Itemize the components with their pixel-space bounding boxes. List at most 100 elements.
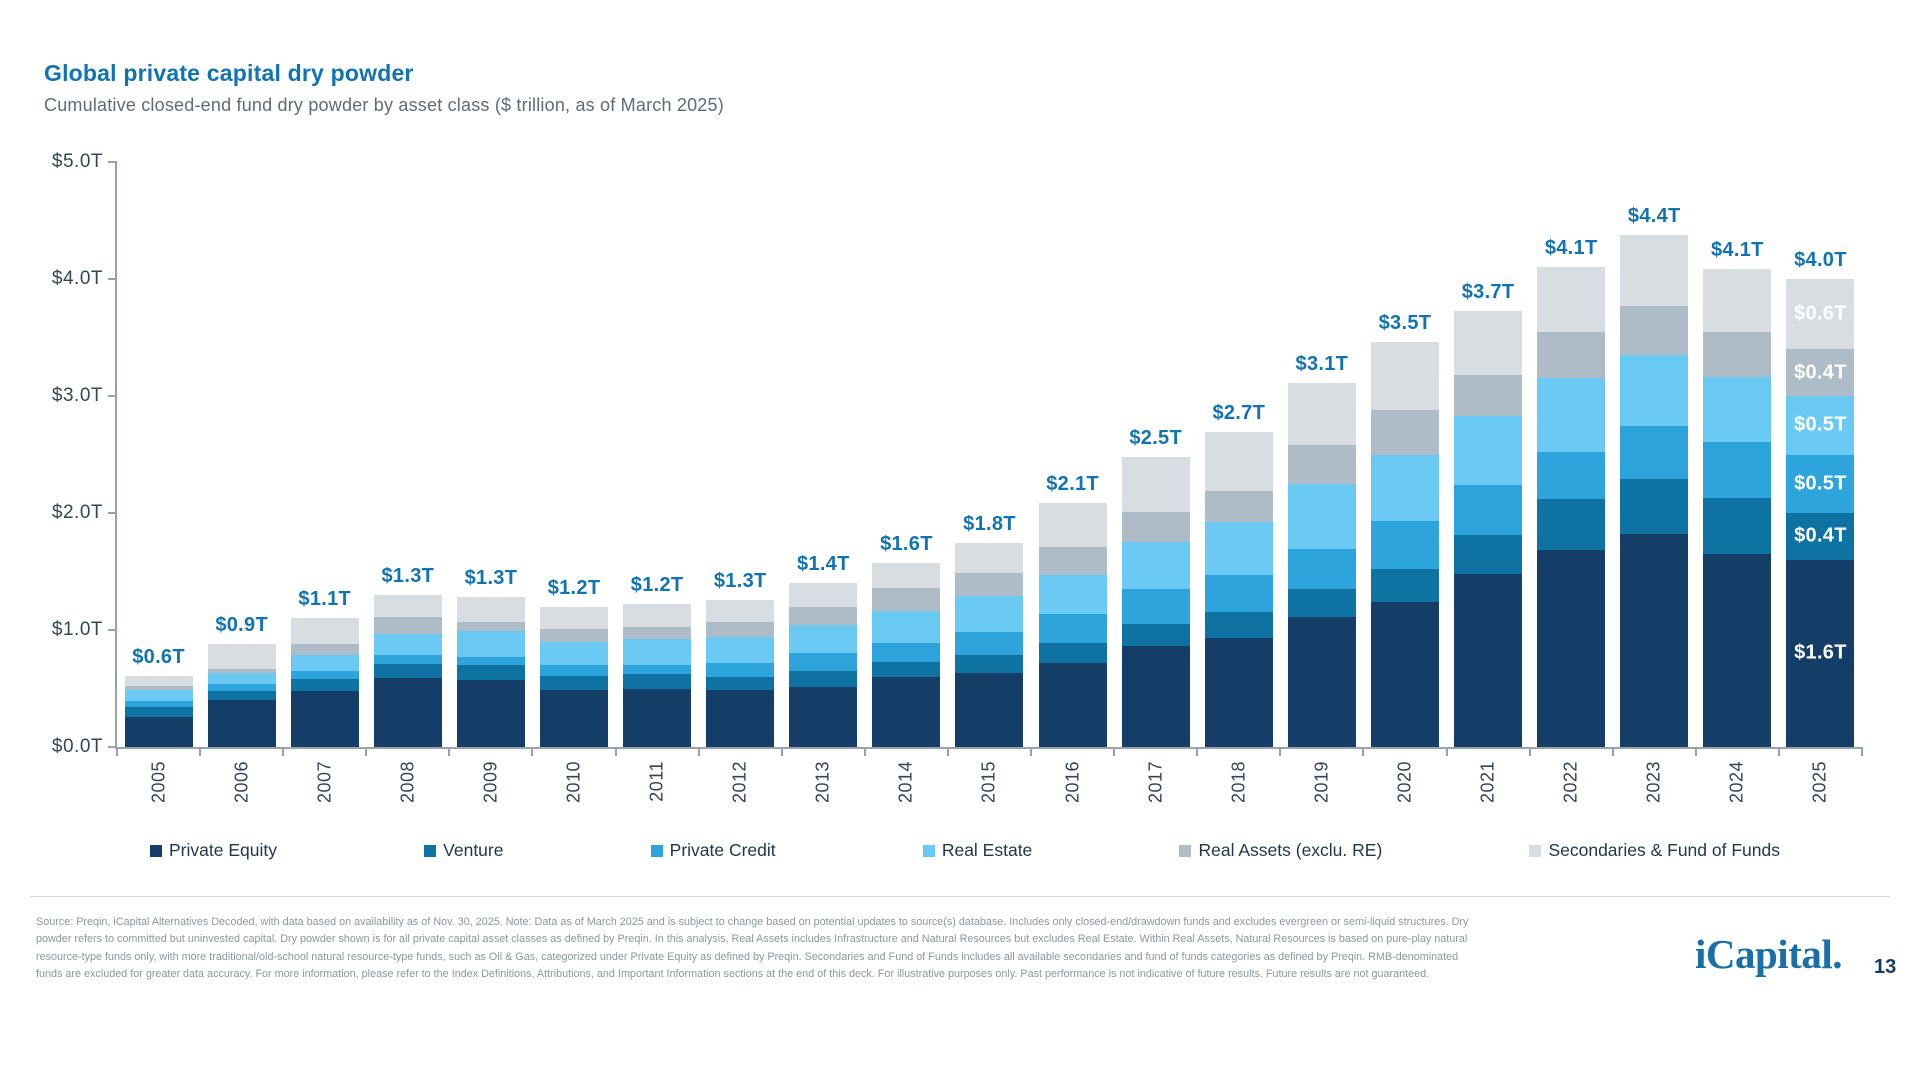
segment-value-label: $0.5T	[1794, 472, 1847, 495]
bar-total-label: $0.9T	[215, 614, 268, 637]
bar-segment-private-credit	[1620, 426, 1689, 480]
stacked-bar	[1038, 502, 1107, 747]
bar-segment-private-equity	[373, 677, 442, 747]
stacked-bar	[872, 563, 941, 747]
bar-segment-real-estate	[1537, 378, 1606, 453]
bar-slot-2015: $1.8T 2015	[948, 162, 1031, 803]
x-axis-tick	[697, 747, 700, 756]
legend-item-real-estate: Real Estate	[922, 840, 1032, 861]
bar-segment-private-equity	[124, 716, 193, 747]
bar-segment-venture	[1370, 569, 1439, 602]
bar-segment-secondaries-fund-of-funds	[290, 618, 359, 645]
y-axis-label: $1.0T	[51, 619, 103, 640]
y-axis-tick	[108, 746, 117, 748]
stacked-bar	[124, 675, 193, 747]
y-axis-tick	[108, 278, 117, 280]
bar-segment-real-estate	[872, 611, 941, 643]
bar-slot-2012: $1.3T 2012	[699, 162, 782, 803]
bar-segment-secondaries-fund-of-funds	[373, 594, 442, 618]
bar-segment-real-estate	[1287, 483, 1356, 550]
bar-total-label: $1.3T	[381, 564, 435, 587]
x-axis-tick	[1611, 747, 1614, 756]
legend-swatch	[1529, 844, 1542, 857]
bar-segment-secondaries-fund-of-funds: $0.6T	[1786, 279, 1855, 350]
bar-segment-private-credit	[373, 654, 442, 664]
bar-total-label: $4.0T	[1794, 249, 1847, 272]
bar-segment-real-assets-exclu-re-	[1620, 305, 1689, 356]
bar-segment-venture: $0.4T	[1786, 513, 1855, 560]
bar-total-label: $3.7T	[1461, 280, 1515, 303]
bar-segment-real-estate	[290, 654, 359, 671]
bar-segment-private-credit: $0.5T	[1786, 454, 1855, 514]
x-axis-label: 2021	[1477, 761, 1498, 804]
stacked-bar	[789, 583, 858, 747]
legend-swatch	[650, 844, 663, 857]
bar-segment-private-equity	[1121, 646, 1190, 747]
bar-total-label: $1.3T	[464, 567, 518, 590]
x-axis-label: 2007	[314, 761, 335, 804]
bar-segment-secondaries-fund-of-funds	[706, 599, 775, 622]
segment-value-label: $0.5T	[1794, 413, 1847, 436]
bar-segment-real-assets-exclu-re-	[1204, 490, 1273, 523]
y-axis-label: $4.0T	[51, 268, 103, 289]
disclaimer-line: powder refers to committed but uninveste…	[36, 933, 1468, 946]
bar-total-label: $1.2T	[547, 576, 601, 599]
bar-segment-venture	[955, 654, 1024, 674]
bar-segment-real-estate	[1204, 522, 1273, 576]
bar-segment-real-estate	[1038, 575, 1107, 614]
bar-total-label: $1.3T	[713, 569, 767, 592]
bar-segment-real-assets-exclu-re-	[373, 617, 442, 634]
x-axis-label: 2018	[1228, 761, 1249, 804]
x-axis-label: 2009	[480, 761, 501, 804]
bar-slot-2010: $1.2T 2010	[532, 162, 615, 803]
bar-slot-2008: $1.3T 2008	[366, 162, 449, 803]
bar-segment-private-equity	[1537, 550, 1606, 747]
bar-slot-2021: $3.7T 2021	[1447, 162, 1530, 803]
bar-segment-real-estate	[1703, 377, 1772, 442]
bar-segment-real-estate	[124, 689, 193, 702]
x-axis-label: 2017	[1145, 761, 1166, 804]
stacked-bar	[1454, 310, 1523, 747]
bar-segment-secondaries-fund-of-funds	[540, 606, 609, 629]
bar-segment-private-equity	[540, 689, 609, 747]
bar-segment-venture	[207, 690, 276, 701]
x-axis-tick	[1362, 747, 1365, 756]
footer-divider	[30, 896, 1890, 897]
bar-segment-venture	[1287, 589, 1356, 618]
stacked-bar	[1537, 267, 1606, 747]
stacked-bar	[1287, 383, 1356, 747]
page-subtitle: Cumulative closed-end fund dry powder by…	[44, 95, 724, 115]
bar-segment-secondaries-fund-of-funds	[1121, 456, 1190, 512]
bar-slot-2014: $1.6T 2014	[865, 162, 948, 803]
bar-segment-private-equity	[290, 690, 359, 747]
bar-slot-2016: $2.1T 2016	[1031, 162, 1114, 803]
bar-total-label: $2.1T	[1046, 472, 1099, 495]
bar-segment-private-credit	[1537, 452, 1606, 499]
bar-segment-real-assets-exclu-re-	[207, 668, 276, 674]
bar-slot-2024: $4.1T 2024	[1696, 162, 1779, 803]
bar-segment-private-credit	[207, 683, 276, 691]
bar-segment-secondaries-fund-of-funds	[1038, 502, 1107, 547]
bar-total-label: $1.6T	[880, 533, 933, 556]
bar-segment-venture	[1620, 479, 1689, 535]
bar-segment-secondaries-fund-of-funds	[1370, 342, 1439, 411]
bar-segment-secondaries-fund-of-funds	[1454, 310, 1523, 375]
bar-segment-real-assets-exclu-re-	[1121, 511, 1190, 543]
x-axis-label: 2014	[895, 761, 916, 804]
bar-segment-real-estate	[456, 631, 525, 657]
bar-slot-2023: $4.4T 2023	[1613, 162, 1696, 803]
bar-slot-2006: $0.9T 2006	[200, 162, 283, 803]
legend-item-real-assets-exclu-re-: Real Assets (exclu. RE)	[1179, 840, 1382, 861]
bar-segment-private-equity	[1703, 553, 1772, 747]
y-axis-tick	[108, 629, 117, 631]
bar-segment-real-assets-exclu-re-	[706, 621, 775, 638]
bar-total-label: $1.1T	[298, 588, 352, 611]
bar-segment-private-credit	[124, 701, 193, 708]
chart-plot-area: $5.0T $4.0T $3.0T $2.0T $1.0T $0.0T $0.6T 2005…	[52, 151, 1863, 803]
bar-segment-real-assets-exclu-re-	[456, 621, 525, 632]
bar-segment-venture	[623, 674, 692, 689]
bar-segment-real-assets-exclu-re-	[1370, 410, 1439, 455]
x-axis-label: 2012	[729, 761, 750, 804]
bar-segment-real-assets-exclu-re-	[623, 626, 692, 640]
bar-segment-secondaries-fund-of-funds	[1620, 234, 1689, 306]
